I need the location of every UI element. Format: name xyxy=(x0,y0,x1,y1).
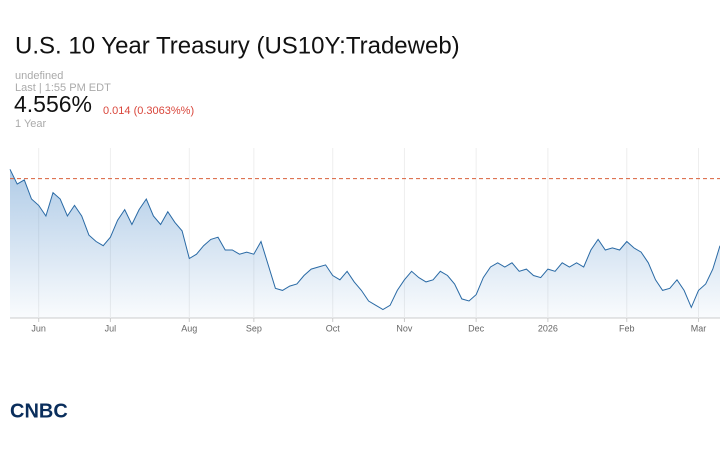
x-tick-label: Nov xyxy=(396,323,413,333)
x-tick-label: Feb xyxy=(619,323,635,333)
x-tick-label: Sep xyxy=(246,323,262,333)
x-tick-label: Aug xyxy=(181,323,197,333)
x-tick-label: Mar xyxy=(691,323,707,333)
source-line: undefined xyxy=(15,70,63,82)
logo: CNBC xyxy=(10,400,68,422)
x-tick-label: Jul xyxy=(105,323,117,333)
change: 0.014 (0.3063%%) xyxy=(103,105,194,117)
x-tick-label: Jun xyxy=(31,323,46,333)
logo-text: CNBC xyxy=(10,400,68,422)
last-time: Last | 1:55 PM EDT xyxy=(15,82,111,94)
range: 1 Year xyxy=(15,118,47,130)
area-fill xyxy=(10,169,720,318)
x-tick-label: Oct xyxy=(326,323,341,333)
x-tick-label: Dec xyxy=(468,323,485,333)
x-tick-label: 2026 xyxy=(538,323,558,333)
chart-title: U.S. 10 Year Treasury (US10Y:Tradeweb) xyxy=(15,32,460,59)
price: 4.556% xyxy=(14,91,92,117)
line xyxy=(9,169,720,311)
